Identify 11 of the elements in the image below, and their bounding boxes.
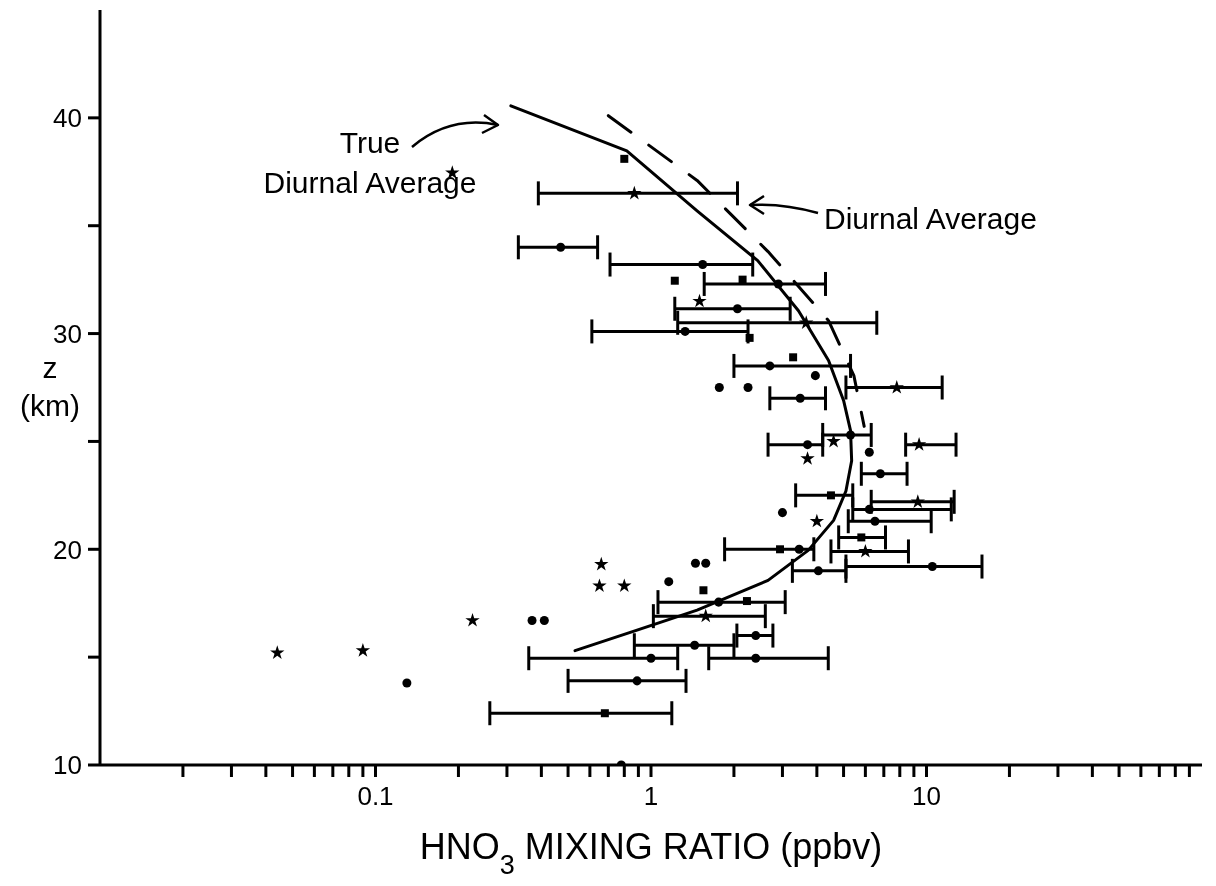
y-tick-label: 40 xyxy=(53,103,82,134)
y-tick-label: 10 xyxy=(53,750,82,781)
x-axis-title: HNO$_{3}$ MIXING RATIO (ppbv) xyxy=(419,826,883,880)
x-tick-label: 1 xyxy=(643,781,659,812)
y-axis-title: z (km) xyxy=(20,350,80,422)
x-tick-label: 0.1 xyxy=(357,781,394,812)
annotation: True Diurnal Average xyxy=(263,126,477,199)
x-tick-label: 10 xyxy=(912,781,941,812)
annotation: Diurnal Average xyxy=(824,202,1037,235)
y-tick-label: 20 xyxy=(53,534,82,565)
y-tick-label: 30 xyxy=(53,318,82,349)
